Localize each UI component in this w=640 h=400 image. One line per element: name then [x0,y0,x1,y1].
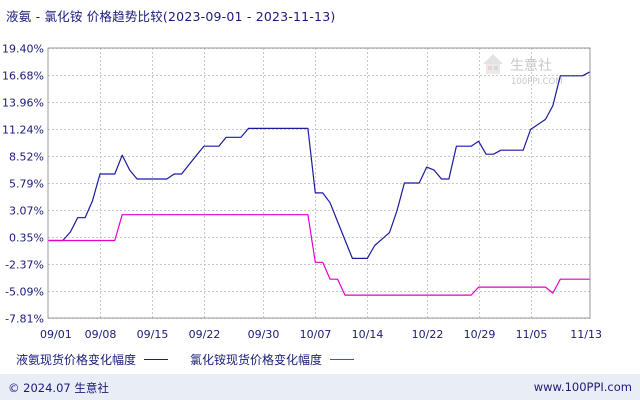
x-tick-label: 10/07 [300,328,332,341]
x-axis-ticks: 09/01 09/08 09/15 09/22 09/30 10/07 10/14 10/22… [40,328,602,341]
y-axis-ticks: 19.40% 16.68% 13.96% 11.24% 8.52% 5.79% 3.07% 0… [2,43,44,326]
watermark-logo: 生意社 100PPI.COM [483,54,563,87]
legend: 液氨现货价格变化幅度 氯化铵现货价格变化幅度 [16,350,376,368]
plot-frame [47,47,591,319]
legend-item-series2: 氯化铵现货价格变化幅度 [190,351,355,368]
grid [48,48,590,319]
footer: © 2024.07 生意社 www.100PPI.com [0,374,640,400]
legend-line-series2 [330,358,355,360]
x-tick-label: 11/05 [516,328,548,341]
x-tick-label: 09/30 [248,328,280,341]
footer-website-link[interactable]: www.100PPI.com [533,380,632,394]
series [48,71,591,296]
y-tick-label: -5.09% [5,286,44,299]
footer-copyright: © 2024.07 生意社 [8,381,109,395]
legend-line-series1 [144,358,169,360]
watermark-brand: 生意社 [510,57,552,74]
x-tick-label: 09/15 [137,328,169,341]
x-tick-label: 10/29 [464,328,496,341]
x-tick-label: 09/22 [189,328,221,341]
series-line-2 [48,214,590,296]
legend-label-series1: 液氨现货价格变化幅度 [16,352,137,367]
y-tick-label: 13.96% [2,97,44,110]
legend-item-series1: 液氨现货价格变化幅度 [16,351,169,368]
watermark-house-icon [483,54,503,74]
x-tick-label: 09/08 [85,328,117,341]
chart-title: 液氨 - 氯化铵 价格趋势比较(2023-09-01 - 2023-11-13) [6,9,336,24]
y-tick-label: 0.35% [9,232,44,245]
y-tick-label: -7.81% [5,313,44,326]
y-tick-label: 11.24% [2,124,44,137]
series-line-1 [48,71,591,259]
watermark-url: 100PPI.COM [511,77,563,87]
y-tick-label: 19.40% [2,43,44,56]
y-tick-label: 8.52% [9,151,44,164]
y-tick-label: 3.07% [9,205,44,218]
y-tick-label: -2.37% [5,259,44,272]
y-tick-label: 5.79% [9,178,44,191]
x-tick-label: 10/14 [352,328,384,341]
x-tick-label: 10/22 [412,328,444,341]
x-tick-label: 09/01 [40,328,72,341]
legend-label-series2: 氯化铵现货价格变化幅度 [190,352,323,367]
x-tick-label: 11/13 [570,328,602,341]
y-tick-label: 16.68% [2,70,44,83]
